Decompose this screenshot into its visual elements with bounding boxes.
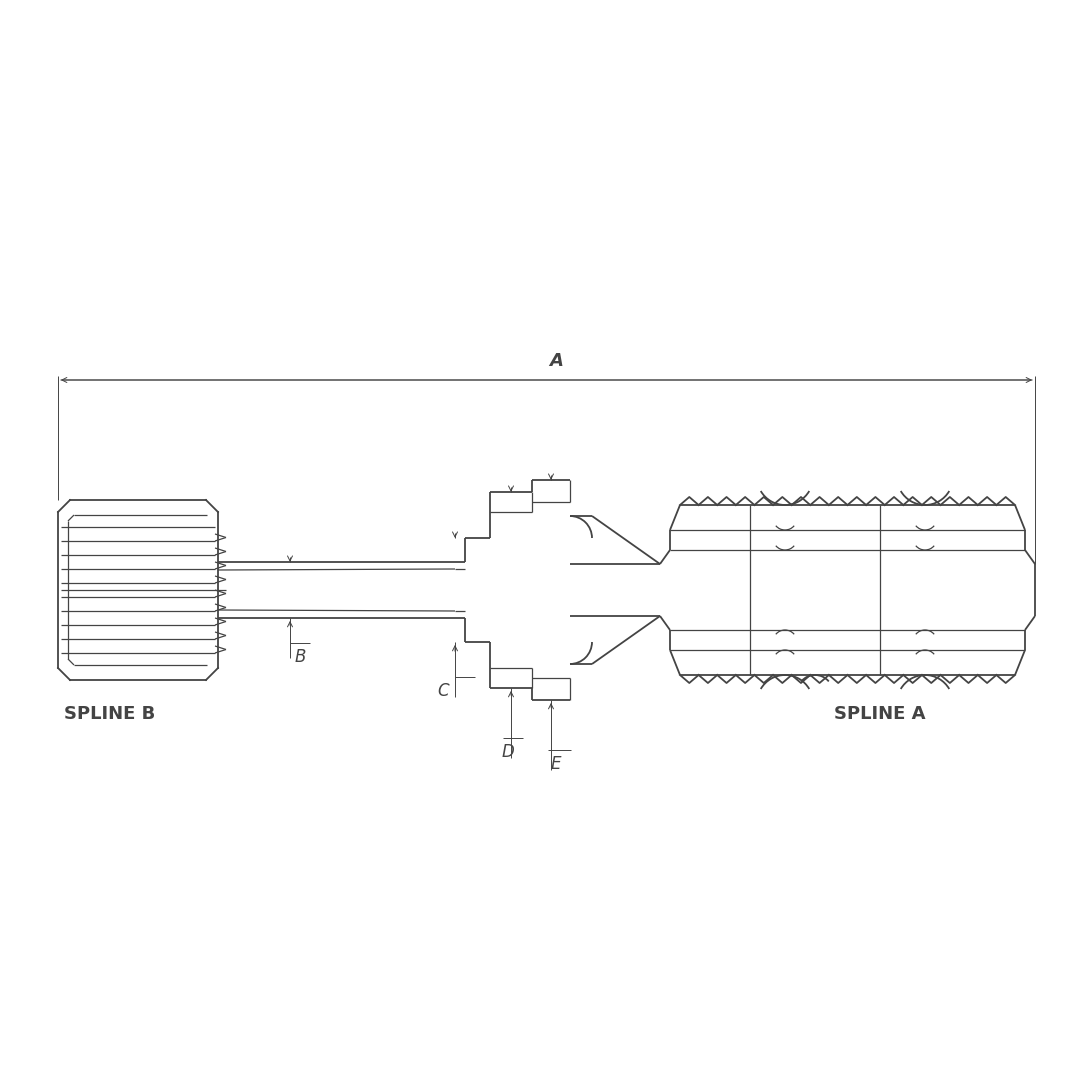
Text: C: C — [437, 682, 449, 700]
Text: D: D — [501, 743, 514, 761]
Text: SPLINE A: SPLINE A — [834, 705, 925, 723]
Text: B: B — [295, 647, 306, 666]
Text: A: A — [549, 352, 564, 370]
Text: SPLINE B: SPLINE B — [64, 705, 156, 723]
Text: E: E — [550, 755, 561, 773]
